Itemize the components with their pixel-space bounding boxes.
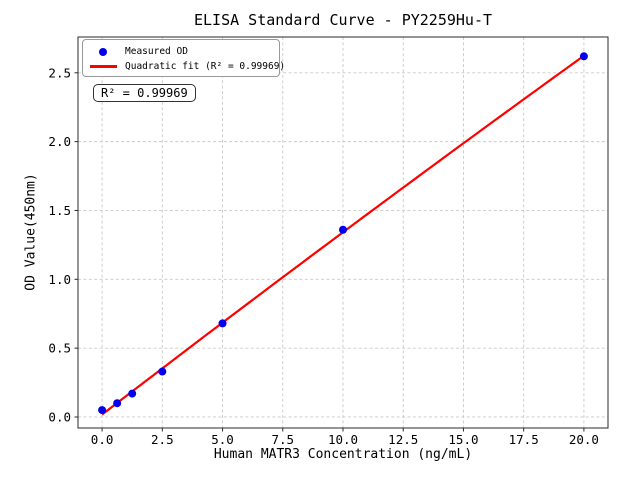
y-tick-label: 1.0: [48, 272, 71, 287]
data-point: [128, 389, 137, 398]
x-tick-label: 5.0: [211, 432, 234, 447]
legend-label-measured-od: Measured OD: [125, 46, 188, 57]
data-point: [218, 319, 227, 328]
legend-line-marker-icon: [89, 65, 117, 68]
chart-title: ELISA Standard Curve - PY2259Hu-T: [193, 11, 492, 29]
y-tick-label: 2.0: [48, 134, 71, 149]
x-tick-label: 10.0: [328, 432, 358, 447]
legend-swatch-area: [87, 47, 119, 56]
y-tick-label: 0.5: [48, 341, 71, 356]
legend-item-quadratic-fit: Quadratic fit (R² = 0.99969): [87, 59, 285, 74]
data-point: [98, 406, 107, 415]
x-tick-label: 0.0: [91, 432, 114, 447]
data-point: [339, 225, 347, 234]
x-tick-label: 17.5: [509, 432, 539, 447]
x-tick-label: 2.5: [151, 432, 174, 447]
legend-label-quadratic-fit: Quadratic fit (R² = 0.99969): [125, 61, 286, 72]
x-tick-label: 15.0: [448, 432, 478, 447]
legend-swatch-area: [87, 65, 119, 68]
data-point: [113, 399, 122, 408]
legend-item-measured-od: Measured OD: [87, 44, 275, 59]
r-squared-annotation: R² = 0.99969: [93, 84, 196, 102]
x-axis-label: Human MATR3 Concentration (ng/mL): [213, 447, 473, 462]
y-axis-label: OD Value(450nm): [23, 173, 39, 291]
legend-dot-marker-icon: [99, 47, 107, 56]
data-point: [158, 367, 167, 376]
x-tick-label: 12.5: [388, 432, 418, 447]
y-tick-label: 0.0: [48, 409, 71, 424]
data-point: [579, 52, 588, 61]
y-tick-label: 1.5: [48, 203, 71, 218]
x-tick-label: 20.0: [569, 432, 599, 447]
y-tick-label: 2.5: [48, 65, 71, 80]
x-tick-label: 7.5: [271, 432, 294, 447]
legend: Measured OD Quadratic fit (R² = 0.99969): [82, 39, 285, 77]
